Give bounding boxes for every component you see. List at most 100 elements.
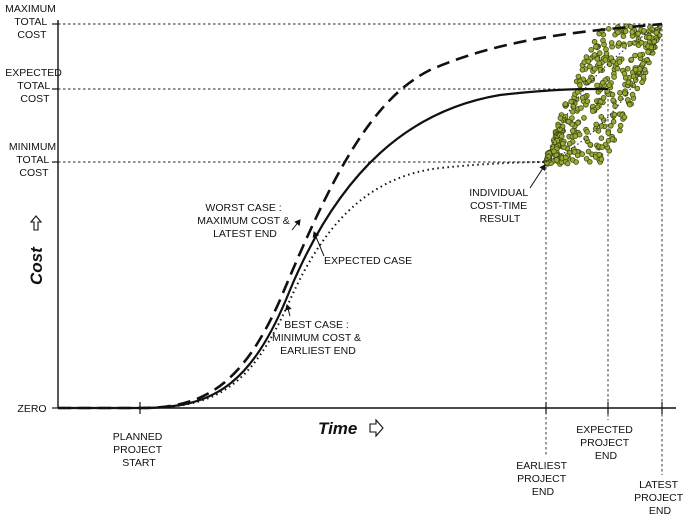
scatter-point <box>581 115 587 121</box>
expected-end-label: EXPECTED PROJECT END <box>576 424 636 462</box>
scatter-point <box>609 136 616 142</box>
scatter-point <box>585 58 592 65</box>
scatter-point <box>553 157 560 163</box>
scatter-point <box>637 52 643 58</box>
scatter-point <box>579 67 586 73</box>
max-cost-label: MAXIMUM TOTAL COST <box>5 3 59 41</box>
scatter-point <box>545 154 552 160</box>
scatter-point <box>584 98 591 105</box>
scatter-point <box>606 82 612 89</box>
scatter-point <box>634 85 641 92</box>
cost-time-scatter-cloud <box>543 23 663 167</box>
cloud-lower-boundary <box>545 23 663 163</box>
scatter-point <box>594 82 600 89</box>
scatter-point <box>616 40 622 46</box>
scatter-point <box>558 133 565 140</box>
y-axis-title: Cost <box>27 246 46 285</box>
y-axis-title-group: Cost <box>27 215 46 285</box>
best-case-curve <box>58 161 547 409</box>
scatter-point <box>587 63 593 70</box>
scatter-point <box>612 103 618 109</box>
scatter-point <box>616 59 623 65</box>
scatter-point <box>584 129 590 135</box>
scatter-point <box>575 120 581 126</box>
scatter-point <box>591 38 598 45</box>
scatter-point <box>610 118 617 125</box>
scatter-point <box>617 90 623 96</box>
scatter-point <box>569 128 576 134</box>
scatter-point <box>585 148 592 155</box>
scatter-point <box>598 114 605 120</box>
scatter-point <box>620 33 627 39</box>
scatter-point <box>587 141 594 148</box>
planned-start-label: PLANNED PROJECT START <box>113 431 166 469</box>
scatter-point <box>572 133 579 139</box>
scatter-point <box>640 61 646 67</box>
scatter-point <box>573 159 579 165</box>
scatter-point <box>579 94 586 101</box>
scatter-point <box>593 43 599 50</box>
scatter-point <box>566 141 573 147</box>
latest-end-label: LATEST PROJECT END <box>634 479 686 517</box>
scatter-point <box>632 52 638 59</box>
scatter-point <box>571 149 578 155</box>
expected-cost-label: EXPECTED TOTAL COST <box>5 67 65 105</box>
scatter-point <box>599 144 605 151</box>
outline-right-arrow-icon <box>369 418 384 438</box>
result-point-pointer <box>529 164 546 189</box>
scatter-point <box>569 121 575 127</box>
scatter-point <box>568 98 574 105</box>
scatter-point <box>575 73 582 80</box>
scatter-point <box>607 123 614 129</box>
expected-case-label: EXPECTED CASE <box>324 255 412 267</box>
worst-case-pointer <box>291 219 301 231</box>
scatter-point <box>589 108 596 114</box>
scatter-point <box>653 29 660 36</box>
scatter-point <box>564 160 571 167</box>
scatter-point <box>621 42 627 49</box>
zero-cost-label: ZERO <box>17 403 46 415</box>
best-case-label: BEST CASE : MINIMUM COST & EARLIEST END <box>272 319 364 357</box>
scatter-point <box>574 152 581 159</box>
scatter-point <box>611 111 618 118</box>
scatter-point <box>614 65 621 72</box>
worst-case-label: WORST CASE : MAXIMUM COST & LATEST END <box>197 202 292 240</box>
scatter-point <box>597 98 604 105</box>
expected-case-curve <box>58 87 609 410</box>
scatter-point <box>596 151 603 158</box>
worst-case-curve <box>58 22 663 410</box>
scatter-point <box>611 74 617 80</box>
scatter-point <box>598 135 605 142</box>
scatter-point <box>610 97 616 104</box>
scatter-point <box>551 148 557 155</box>
scatter-point <box>551 139 558 146</box>
scatter-point <box>632 77 639 83</box>
scatter-point <box>622 90 628 97</box>
scatter-point <box>617 127 623 134</box>
scatter-point <box>578 105 584 111</box>
scatter-point <box>632 66 639 73</box>
x-axis-title-group: Time <box>318 418 384 438</box>
scatter-point <box>641 28 647 34</box>
scatter-point <box>601 41 607 48</box>
scatter-point <box>588 46 594 53</box>
best-case-pointer <box>284 304 292 317</box>
scatter-point <box>559 140 566 147</box>
scatter-point <box>645 49 651 55</box>
scatter-point <box>626 101 633 108</box>
scatter-point <box>605 130 612 136</box>
expected-case-pointer <box>312 231 325 257</box>
scatter-point <box>625 79 632 86</box>
min-cost-label: MINIMUM TOTAL COST <box>9 141 59 179</box>
scatter-point <box>629 29 635 35</box>
scatter-point <box>602 57 609 63</box>
scatter-point <box>583 156 590 162</box>
scatter-point <box>596 50 603 56</box>
earliest-end-label: EARLIEST PROJECT END <box>516 460 570 498</box>
scatter-point <box>624 65 631 72</box>
scatter-point <box>615 29 621 36</box>
scatter-point <box>628 56 635 63</box>
scatter-point <box>598 156 605 163</box>
x-axis-title: Time <box>318 419 357 438</box>
